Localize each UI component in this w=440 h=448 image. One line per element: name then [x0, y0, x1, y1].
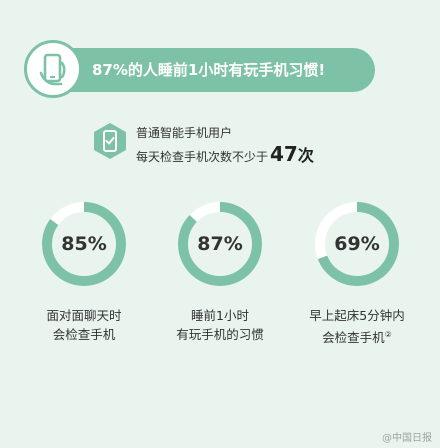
ring-value-1: 85% [61, 233, 107, 255]
watermark: @中国日报 [382, 433, 432, 444]
ring-caption-3-text: 会检查手机 [322, 330, 385, 346]
ring-caption-1: 面对面聊天时 会检查手机 [19, 306, 149, 344]
headline-title: 87%的人睡前1小时有玩手机习惯! [92, 61, 326, 79]
ring-chart-3: 69% [313, 200, 401, 288]
stat-line-2: 每天检查手机次数不少于 47次 [136, 142, 314, 166]
ring-caption-2-line-2: 有玩手机的习惯 [176, 327, 264, 342]
ring-chart-1: 85% [40, 200, 128, 288]
ring-arc-1 [42, 202, 126, 286]
ring-caption-2: 睡前1小时 有玩手机的习惯 [155, 306, 285, 344]
headline-banner: 87%的人睡前1小时有玩手机习惯! [24, 40, 375, 98]
ring-value-3: 69% [334, 233, 380, 255]
ring-caption-2-line-1: 睡前1小时 [191, 308, 249, 323]
stat-line-1: 普通智能手机用户 [136, 126, 233, 140]
ring-caption-3-line-2: 会检查手机② [292, 325, 422, 347]
stat-unit: 次 [297, 146, 314, 165]
ring-caption-1-line-2: 会检查手机 [52, 327, 116, 342]
ring-caption-1-line-1: 面对面聊天时 [46, 308, 122, 323]
ring-value-2: 87% [197, 233, 243, 255]
ring-caption-3: 早上起床5分钟内 会检查手机② [292, 306, 422, 347]
ring-caption-3-line-1: 早上起床5分钟内 [309, 308, 405, 323]
phone-check-icon [92, 122, 128, 164]
stat-number: 47 [270, 142, 298, 166]
ring-chart-2: 87% [176, 200, 264, 288]
footnote-marker: ② [384, 330, 392, 339]
stat-prefix: 每天检查手机次数不少于 [136, 150, 269, 164]
phone-icon [24, 40, 82, 98]
ring-arc-3 [315, 202, 399, 286]
ring-arc-2 [178, 202, 262, 286]
